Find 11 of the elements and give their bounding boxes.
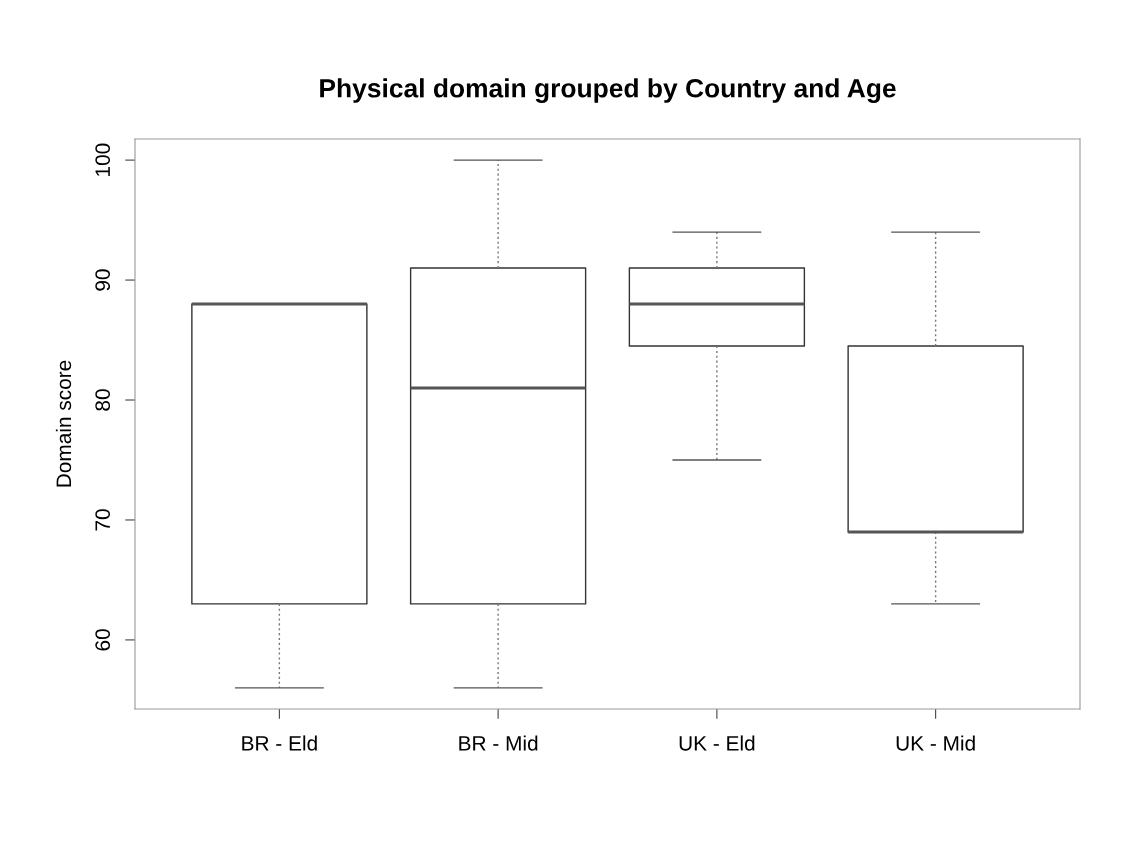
y-tick-label: 90: [95, 269, 111, 291]
y-tick-label: 60: [95, 629, 111, 651]
x-tick-label: BR - Mid: [459, 735, 538, 751]
y-tick-label: 70: [95, 509, 111, 531]
y-tick-label: 80: [95, 389, 111, 411]
y-axis-title: Domain score: [55, 360, 72, 487]
chart-title: Physical domain grouped by Country and Age: [320, 78, 896, 103]
x-tick-label: UK - Eld: [679, 735, 755, 751]
y-tick-label: 100: [95, 143, 111, 176]
x-tick-label: BR - Eld: [242, 735, 317, 751]
x-tick-label: UK - Mid: [896, 735, 975, 751]
